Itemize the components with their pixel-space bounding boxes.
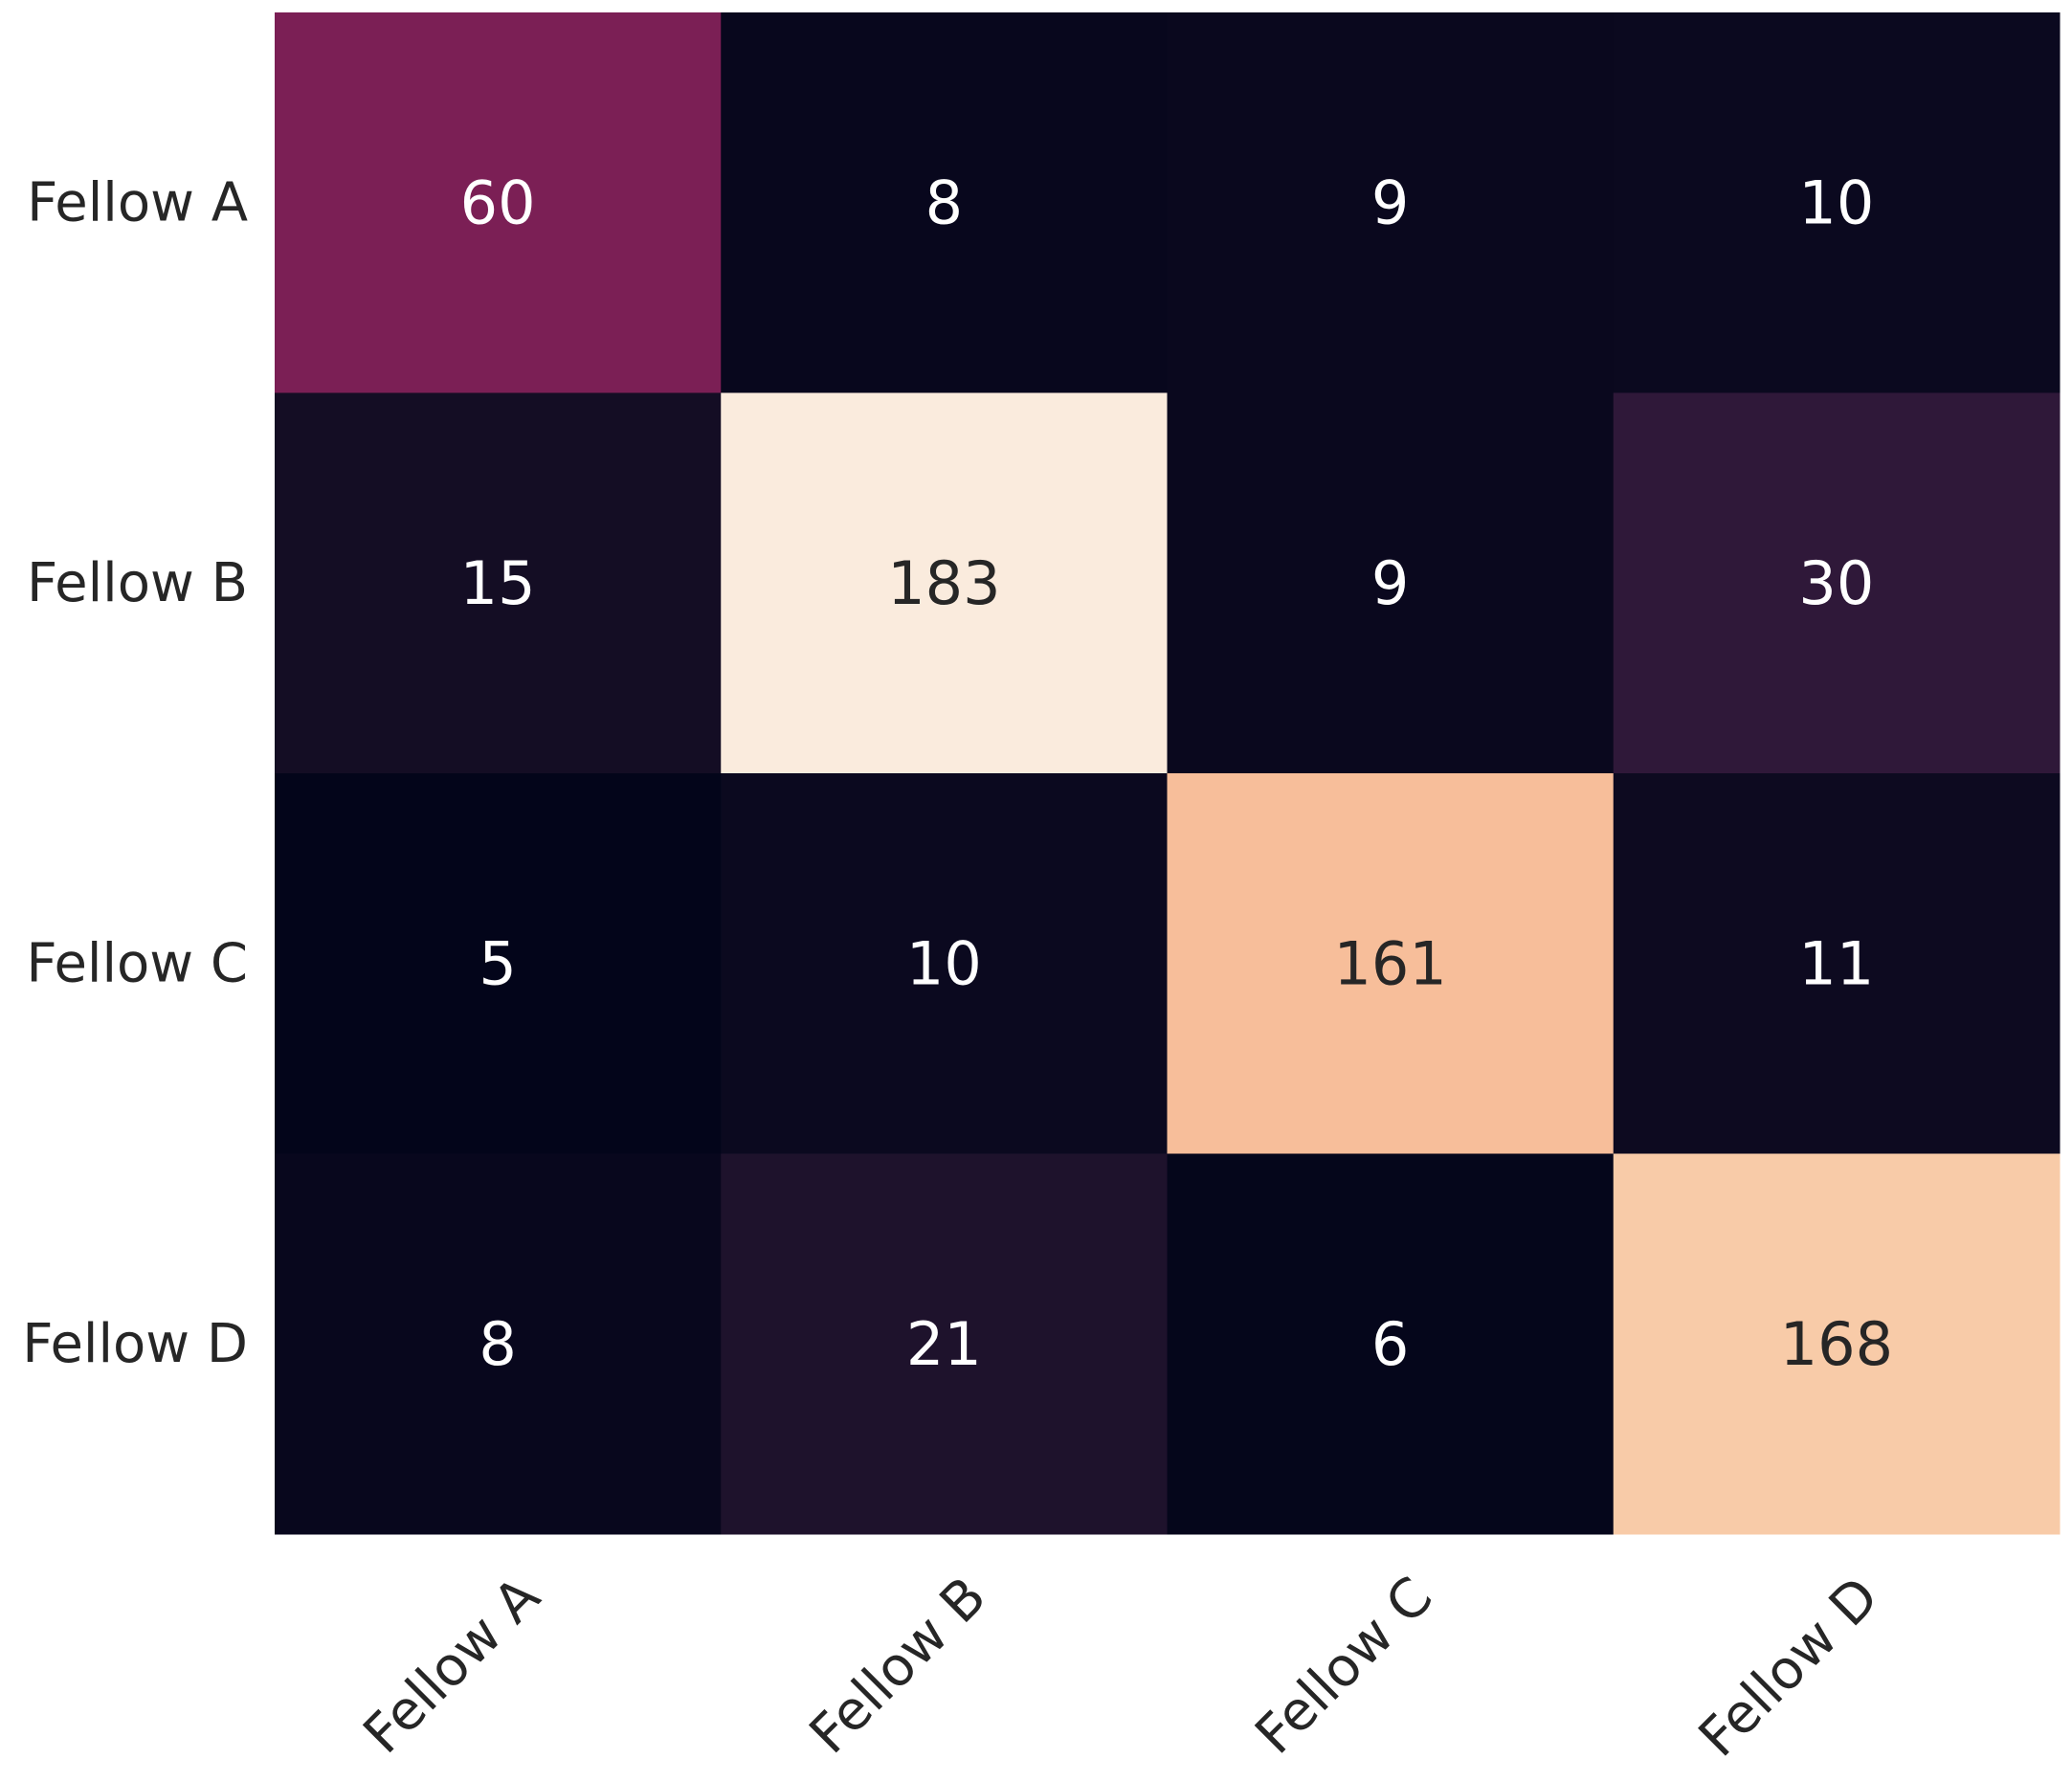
heatmap-cell <box>1613 392 2061 774</box>
heatmap-cell <box>275 392 722 774</box>
heatmap-cell <box>1613 1153 2061 1535</box>
heatmap-cell <box>1167 773 1615 1154</box>
cell-value-label: 21 <box>906 1309 982 1379</box>
cell-value-label: 11 <box>1798 928 1874 998</box>
y-axis-tick-labels: Fellow A Fellow B Fellow C Fellow D <box>22 171 248 1375</box>
cell-value-label: 6 <box>1371 1309 1409 1379</box>
cell-value-label: 60 <box>460 167 536 237</box>
heatmap-cell <box>1613 12 2061 393</box>
cell-value-label: 161 <box>1333 928 1446 998</box>
heatmap-cell <box>1167 12 1615 393</box>
cell-value-label: 15 <box>460 548 536 618</box>
cell-value-label: 30 <box>1798 548 1874 618</box>
y-tick-label: Fellow C <box>26 932 248 994</box>
heatmap-cell-labels: 60 8 9 10 15 183 9 30 5 10 161 11 8 21 6 168 <box>460 167 1893 1379</box>
y-tick-label: Fellow B <box>27 552 248 614</box>
heatmap-cell <box>721 392 1168 774</box>
x-axis-tick-labels: Fellow A Fellow B Fellow C Fellow D <box>352 1566 1891 1770</box>
heatmap-cell <box>275 1153 722 1535</box>
cell-value-label: 8 <box>479 1309 516 1379</box>
cell-value-label: 9 <box>1371 167 1409 237</box>
x-tick-label: Fellow A <box>352 1566 552 1766</box>
y-tick-label: Fellow A <box>27 171 248 234</box>
heatmap-cell <box>721 773 1168 1154</box>
heatmap-cell <box>1167 392 1615 774</box>
heatmap-cell <box>1613 773 2061 1154</box>
cell-value-label: 10 <box>1798 167 1874 237</box>
cell-value-label: 10 <box>906 928 982 998</box>
x-tick-label: Fellow D <box>1687 1566 1891 1770</box>
heatmap-cell <box>1167 1153 1615 1535</box>
cell-value-label: 5 <box>479 928 516 998</box>
heatmap-cells <box>275 12 2061 1535</box>
cell-value-label: 183 <box>887 548 1000 618</box>
heatmap-cell <box>275 773 722 1154</box>
heatmap-cell <box>721 12 1168 393</box>
cell-value-label: 9 <box>1371 548 1409 618</box>
cell-value-label: 8 <box>925 167 963 237</box>
heatmap-cell <box>721 1153 1168 1535</box>
cell-value-label: 168 <box>1780 1309 1893 1379</box>
x-tick-label: Fellow B <box>798 1566 998 1766</box>
y-tick-label: Fellow D <box>22 1313 248 1375</box>
x-tick-label: Fellow C <box>1244 1566 1445 1767</box>
heatmap-cell <box>275 12 722 393</box>
